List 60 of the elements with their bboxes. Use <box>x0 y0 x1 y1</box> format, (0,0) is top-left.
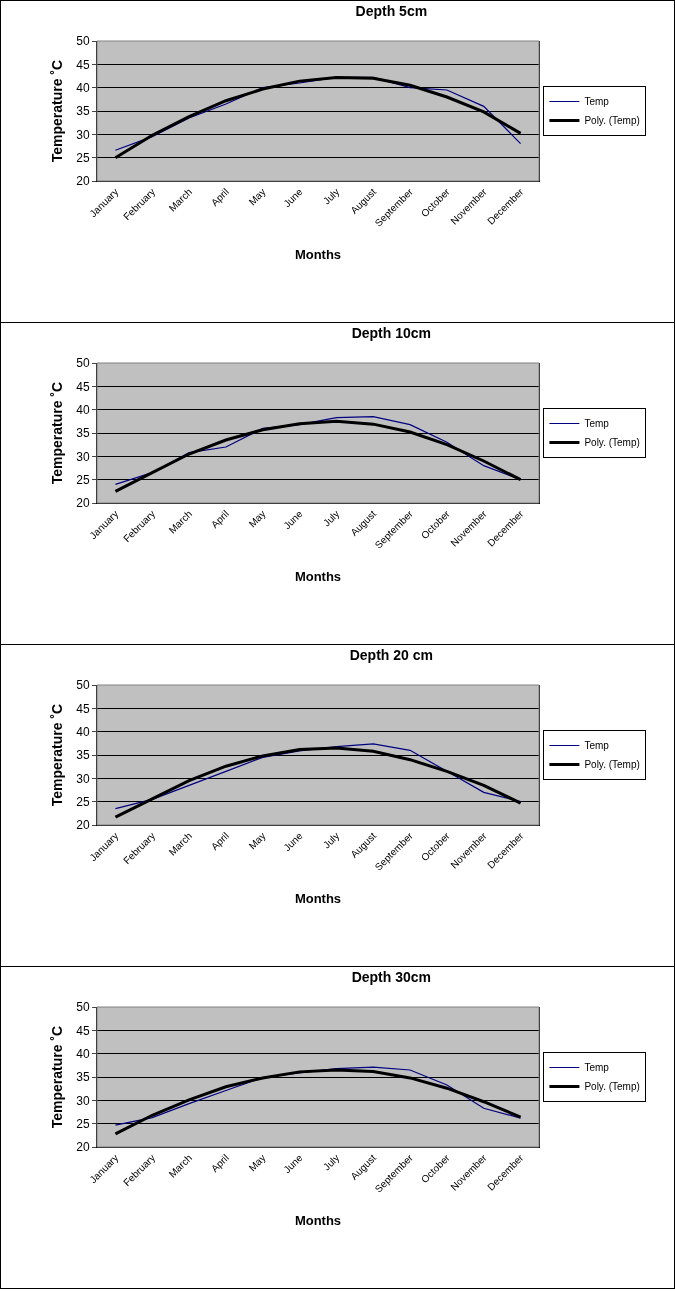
x-tick-label: June <box>281 507 305 532</box>
y-tick-label: 45 <box>76 57 90 72</box>
legend-label: Poly. (Temp) <box>584 115 640 127</box>
x-tick-label: July <box>321 186 342 207</box>
y-tick-label: 35 <box>76 748 90 763</box>
y-tick-label: 50 <box>76 34 90 49</box>
y-axis-title: Temperature ˚C <box>48 59 65 163</box>
y-tick-label: 35 <box>76 1070 90 1085</box>
y-tick-label: 25 <box>76 794 90 809</box>
x-tick-label: July <box>321 830 342 851</box>
legend-label: Temp <box>584 418 610 430</box>
x-tick-label: June <box>281 1151 305 1176</box>
x-tick-label: May <box>246 830 268 852</box>
y-tick-label: 20 <box>76 174 90 189</box>
y-tick-label: 20 <box>76 818 90 833</box>
x-axis-title: Months <box>294 891 342 907</box>
chart-title: Depth 5cm <box>355 2 428 19</box>
x-tick-label: June <box>281 829 305 854</box>
x-tick-label: May <box>246 1152 268 1174</box>
legend-label: Poly. (Temp) <box>584 759 640 771</box>
chart-title: Depth 30cm <box>351 968 432 985</box>
legend-label: Poly. (Temp) <box>584 437 640 449</box>
y-tick-label: 25 <box>76 150 90 165</box>
y-tick-label: 30 <box>76 127 90 142</box>
y-tick-label: 30 <box>76 771 90 786</box>
x-axis-title: Months <box>294 1213 342 1229</box>
y-tick-label: 45 <box>76 1023 90 1038</box>
legend-label: Temp <box>584 1062 610 1074</box>
y-tick-label: 50 <box>76 356 90 371</box>
chart-title: Depth 20 cm <box>349 646 433 663</box>
y-tick-label: 35 <box>76 426 90 441</box>
y-tick-label: 45 <box>76 379 90 394</box>
y-tick-label: 25 <box>76 472 90 487</box>
y-tick-label: 20 <box>76 496 90 511</box>
y-axis-title: Temperature ˚C <box>48 381 65 485</box>
y-tick-label: 40 <box>76 402 90 417</box>
legend-label: Temp <box>584 740 610 752</box>
y-axis-title: Temperature ˚C <box>48 1025 65 1129</box>
legend-label: Poly. (Temp) <box>584 1081 640 1093</box>
y-axis-title: Temperature ˚C <box>48 703 65 807</box>
y-tick-label: 20 <box>76 1140 90 1155</box>
y-tick-label: 50 <box>76 1000 90 1015</box>
x-tick-label: July <box>321 508 342 529</box>
y-tick-label: 30 <box>76 449 90 464</box>
y-tick-label: 35 <box>76 104 90 119</box>
x-tick-label: May <box>246 186 268 208</box>
x-tick-label: July <box>321 1152 342 1173</box>
y-tick-label: 40 <box>76 724 90 739</box>
chart-title: Depth 10cm <box>351 324 432 341</box>
y-tick-label: 40 <box>76 80 90 95</box>
y-tick-label: 50 <box>76 678 90 693</box>
x-tick-label: June <box>281 185 305 210</box>
legend-label: Temp <box>584 96 610 108</box>
x-tick-label: May <box>246 508 268 530</box>
y-tick-label: 25 <box>76 1116 90 1131</box>
y-tick-label: 30 <box>76 1093 90 1108</box>
x-axis-title: Months <box>294 247 342 263</box>
x-axis-title: Months <box>294 569 342 585</box>
y-tick-label: 45 <box>76 701 90 716</box>
y-tick-label: 40 <box>76 1046 90 1061</box>
